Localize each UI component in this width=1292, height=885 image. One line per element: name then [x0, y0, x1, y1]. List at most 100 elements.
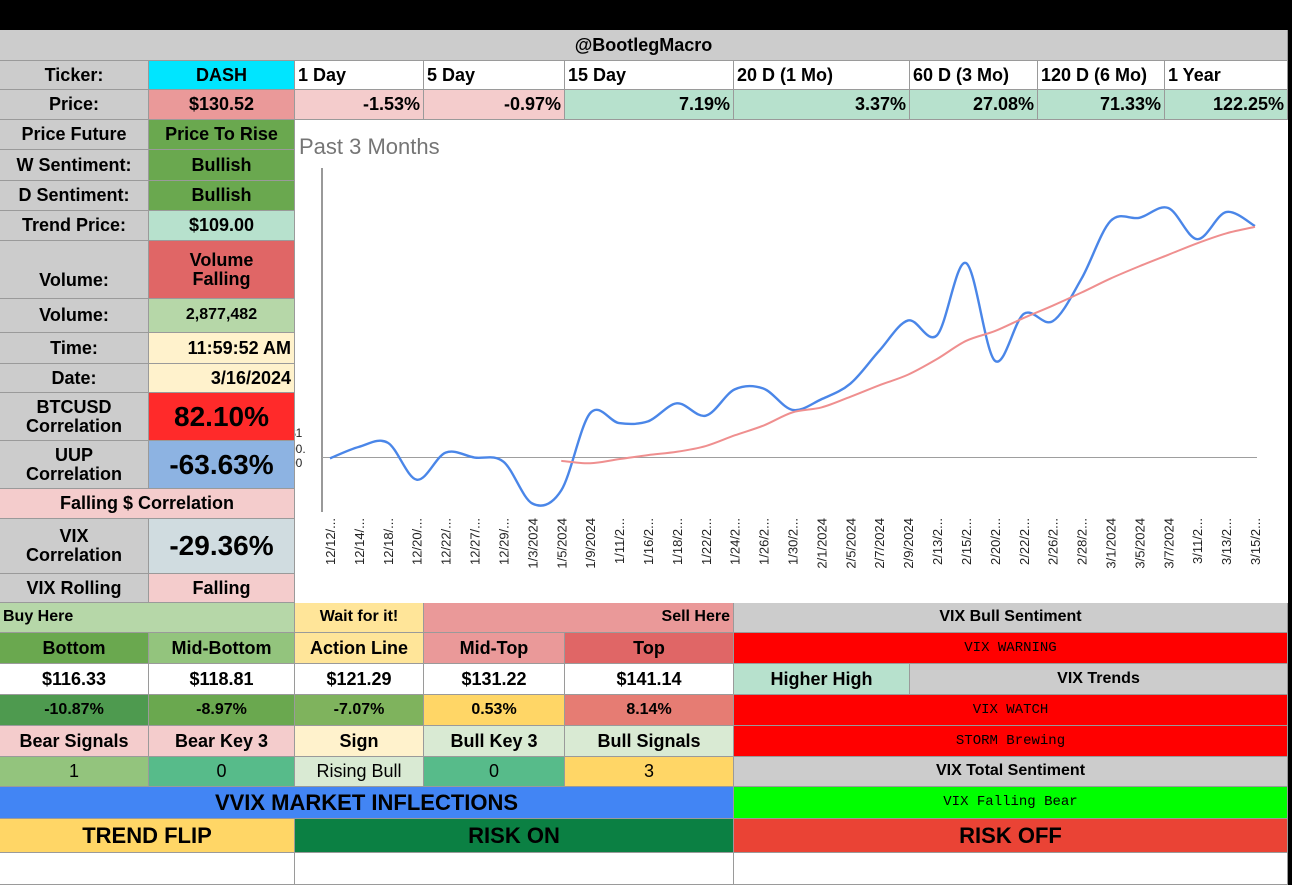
period-120d-label: 120 D (6 Mo) — [1038, 61, 1165, 90]
x-tick-label: 2/9/2024 — [901, 518, 916, 569]
vix-total-sentiment-header: VIX Total Sentiment — [734, 757, 1288, 787]
btc-correlation-value: 82.10% — [149, 393, 295, 441]
top-header: Top — [565, 633, 734, 664]
x-tick-label: 2/26/2... — [1046, 518, 1061, 565]
price-chart-svg: Past 3 Months $1 00. 00 12/12/... 12/14/.… — [289, 134, 1263, 569]
x-tick-label: 12/27/... — [468, 518, 483, 565]
x-tick-label: 1/9/2024 — [583, 518, 598, 569]
change-5d: -0.97% — [424, 90, 565, 120]
risk-on-content — [295, 853, 734, 885]
period-1y-label: 1 Year — [1165, 61, 1288, 90]
d-sentiment-label: D Sentiment: — [0, 181, 149, 211]
vix-label-line1: VIX — [59, 526, 89, 547]
d-sentiment-value: Bullish — [149, 181, 295, 211]
trend-price-value: $109.00 — [149, 211, 295, 241]
volume-value: 2,877,482 — [149, 299, 295, 333]
falling-dollar-correlation: Falling $ Correlation — [0, 489, 295, 519]
x-tick-label: 1/3/2024 — [525, 518, 540, 569]
x-tick-label: 12/29/... — [496, 518, 511, 565]
price-future-label: Price Future — [0, 120, 149, 150]
chart-y-tick-3: 00 — [295, 456, 303, 470]
time-value: 11:59:52 AM — [149, 333, 295, 364]
top-price: $141.14 — [565, 664, 734, 695]
bottom-price: $116.33 — [0, 664, 149, 695]
x-tick-label: 2/5/2024 — [843, 518, 858, 569]
x-tick-label: 12/20/... — [410, 518, 425, 565]
w-sentiment-value: Bullish — [149, 150, 295, 181]
header-title: @BootlegMacro — [0, 30, 1288, 61]
x-tick-label: 2/7/2024 — [872, 518, 887, 569]
ticker-value[interactable]: DASH — [149, 61, 295, 90]
bull-key3-header: Bull Key 3 — [424, 726, 565, 757]
bull-signals-value: 3 — [565, 757, 734, 787]
right-edge — [1288, 30, 1292, 885]
vix-correlation-value: -29.36% — [149, 519, 295, 574]
x-tick-label: 1/18/2... — [670, 518, 685, 565]
volume-label: Volume: — [0, 299, 149, 333]
bull-key3-value: 0 — [424, 757, 565, 787]
btc-label-line1: BTCUSD — [36, 396, 112, 417]
time-label: Time: — [0, 333, 149, 364]
top-pct: 8.14% — [565, 695, 734, 726]
x-tick-label: 2/20/2... — [988, 518, 1003, 565]
date-value: 3/16/2024 — [149, 364, 295, 393]
x-tick-label: 1/11/2... — [612, 518, 627, 564]
x-tick-label: 1/30/2... — [786, 518, 801, 565]
mid-top-pct: 0.53% — [424, 695, 565, 726]
chart-series — [329, 206, 1256, 507]
uup-label-line2: Correlation — [25, 463, 122, 484]
x-tick-label: 2/15/2... — [959, 518, 974, 565]
uup-correlation-value: -63.63% — [149, 441, 295, 489]
mid-top-price: $131.22 — [424, 664, 565, 695]
x-tick-label: 2/13/2... — [930, 518, 945, 565]
volume-trend-line1: Volume — [189, 249, 254, 270]
mid-top-header: Mid-Top — [424, 633, 565, 664]
trend-flip-content — [0, 853, 295, 885]
sign-value: Rising Bull — [295, 757, 424, 787]
price-label: Price: — [0, 90, 149, 120]
price-value: $130.52 — [149, 90, 295, 120]
vix-trends-header: VIX Trends — [910, 664, 1288, 695]
vix-rolling-label: VIX Rolling — [0, 574, 149, 603]
x-tick-label: 12/14/... — [352, 518, 367, 565]
x-tick-label: 2/22/2... — [1017, 518, 1032, 565]
bear-key3-header: Bear Key 3 — [149, 726, 295, 757]
vix-bull-sentiment-header: VIX Bull Sentiment — [734, 603, 1288, 633]
chart-x-labels: 12/12/... 12/14/... 12/18/... 12/20/... 12/2… — [323, 518, 1263, 569]
vix-falling-bear: VIX Falling Bear — [734, 787, 1288, 819]
uup-correlation-label: UUP Correlation — [0, 441, 149, 489]
x-tick-label: 3/7/2024 — [1161, 518, 1176, 569]
storm-brewing: STORM Brewing — [734, 726, 1288, 757]
vix-warning: VIX WARNING — [734, 633, 1288, 664]
change-60d: 27.08% — [910, 90, 1038, 120]
bear-key3-value: 0 — [149, 757, 295, 787]
wait-label: Wait for it! — [295, 603, 424, 633]
mid-bottom-header: Mid-Bottom — [149, 633, 295, 664]
change-15d: 7.19% — [565, 90, 734, 120]
bull-signals-header: Bull Signals — [565, 726, 734, 757]
period-60d-label: 60 D (3 Mo) — [910, 61, 1038, 90]
volume-trend-label: Volume: — [0, 241, 149, 299]
vix-correlation-label: VIX Correlation — [0, 519, 149, 574]
btc-correlation-label: BTCUSD Correlation — [0, 393, 149, 441]
x-tick-label: 1/5/2024 — [554, 518, 569, 569]
period-5d-label: 5 Day — [424, 61, 565, 90]
x-tick-label: 3/13/2... — [1219, 518, 1234, 565]
volume-trend-line2: Falling — [192, 268, 251, 289]
series-line-price — [329, 206, 1256, 507]
x-tick-label: 2/28/2... — [1075, 518, 1090, 565]
x-tick-label: 12/18/... — [381, 518, 396, 565]
buy-here-label: Buy Here — [0, 603, 295, 633]
uup-label-line1: UUP — [54, 444, 93, 465]
x-tick-label: 3/1/2024 — [1103, 518, 1118, 569]
x-tick-label: 3/5/2024 — [1132, 518, 1147, 569]
action-line-price: $121.29 — [295, 664, 424, 695]
bear-signals-value: 1 — [0, 757, 149, 787]
vvix-title: VVIX MARKET INFLECTIONS — [0, 787, 734, 819]
series-line-trend — [561, 225, 1256, 465]
price-chart: Past 3 Months $1 00. 00 12/12/... 12/14/.… — [289, 120, 1288, 603]
trend-price-label: Trend Price: — [0, 211, 149, 241]
x-tick-label: 3/11/2... — [1190, 518, 1205, 564]
x-tick-label: 1/26/2... — [757, 518, 772, 565]
risk-on: RISK ON — [295, 819, 734, 853]
